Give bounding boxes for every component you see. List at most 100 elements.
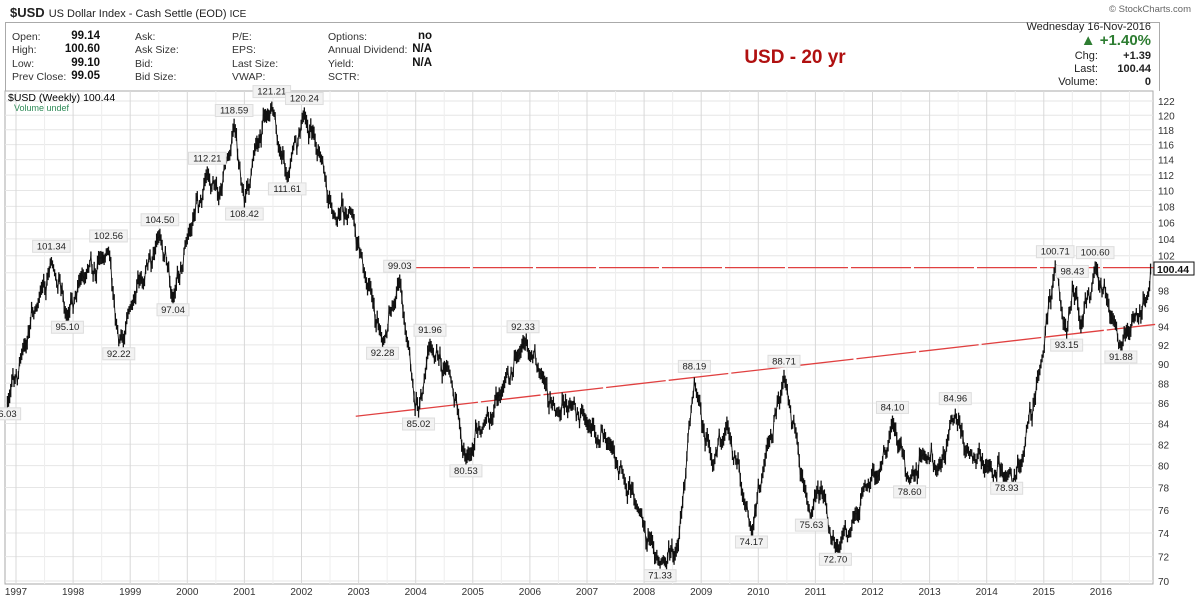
annotation-box (1035, 245, 1075, 259)
exchange: ICE (229, 9, 247, 20)
x-tick-label: 2012 (861, 587, 884, 598)
x-tick-label: 2004 (405, 587, 428, 598)
field-label: VWAP: (232, 70, 266, 83)
trendline-support (355, 323, 1156, 417)
chg-value: +1.39 (1123, 50, 1151, 62)
chg-label: Chg: (1074, 50, 1098, 62)
annotation-label: 121.21 (257, 87, 286, 98)
x-tick-label: 2015 (1033, 587, 1056, 598)
y-tick-label: 92 (1158, 341, 1170, 352)
annotation-box (734, 535, 768, 549)
field-value: N/A (412, 43, 432, 56)
field-label: P/E: (232, 31, 252, 43)
y-tick-label: 98 (1158, 286, 1170, 297)
last-row: Last: 100.44 (1074, 63, 1151, 75)
annotation-label: 80.53 (454, 466, 478, 477)
grid (4, 90, 1154, 585)
annotation-label: 101.34 (37, 241, 66, 252)
y-tick-label: 86 (1158, 399, 1170, 410)
field-value: N/A (412, 56, 432, 69)
y-tick-label: 96 (1158, 304, 1170, 315)
field-label: Ask: (135, 31, 156, 43)
annotation-label: 111.61 (273, 184, 301, 195)
annotation-box (225, 207, 264, 221)
field-value: 99.10 (71, 56, 100, 69)
symbol: $USD (10, 5, 45, 20)
x-tick-label: 2001 (233, 587, 256, 598)
annotation-box (893, 485, 927, 499)
annotation-label: 100.71 (1041, 247, 1070, 258)
y-tick-label: 120 (1158, 111, 1175, 122)
annotation-label: 84.96 (943, 394, 967, 405)
y-tick-label: 84 (1158, 419, 1170, 430)
annotation-label: 102.56 (94, 231, 123, 242)
annotation-label: 6.03 (0, 409, 17, 420)
field-label: Bid: (135, 57, 154, 70)
volume-legend: Volume undef (14, 103, 70, 113)
annotation-label: 84.10 (881, 402, 905, 413)
annotation-box (938, 392, 972, 406)
chart-title: $USD US Dollar Index - Cash Settle (EOD) … (10, 5, 246, 20)
field-label: Last Size: (232, 57, 279, 70)
annotation-box (187, 151, 227, 165)
annotation-label: 118.59 (220, 105, 248, 116)
annotation-box (252, 85, 292, 99)
last-label: Last: (1074, 63, 1098, 75)
y-tick-label: 102 (1158, 252, 1175, 263)
x-tick-label: 2005 (462, 587, 485, 598)
annotation-label: 91.96 (418, 325, 442, 336)
y-tick-label: 94 (1158, 322, 1170, 333)
annotation-label: 85.02 (407, 419, 431, 430)
annotation-label: 93.15 (1055, 340, 1079, 351)
annotations: 6.03 101.34 95.10 102.56 92.22 104.50 97.04 112… (0, 85, 1138, 583)
field-label: Options: (328, 31, 368, 43)
y-tick-label: 114 (1158, 156, 1174, 167)
annotation-box (1104, 350, 1138, 364)
annotation-box (1050, 338, 1084, 352)
axes: 70 72 74 76 78 80 82 84 86 88 90 92 94 96 98 102 104 106 1… (5, 97, 1195, 598)
volume-label: Volume: (1058, 76, 1098, 88)
last-value-label: 100.44 (1157, 264, 1189, 276)
annotation-label: 100.60 (1081, 248, 1110, 259)
annotation-box (1055, 264, 1089, 278)
y-tick-label: 72 (1158, 553, 1170, 564)
field-label: Annual Dividend: (328, 44, 408, 57)
annotation-box (794, 518, 828, 532)
copyright: © StockCharts.com (1109, 4, 1191, 15)
annotation-label: 99.03 (388, 261, 412, 272)
x-tick-label: 2008 (633, 587, 656, 598)
field-label: Bid Size: (135, 70, 177, 83)
x-tick-label: 1998 (62, 587, 85, 598)
annotation-label: 104.50 (145, 215, 174, 226)
annotation-label: 75.63 (800, 520, 824, 531)
annotation-box (156, 303, 190, 317)
annotation-label: 112.21 (193, 153, 221, 164)
price-line (6, 105, 1152, 567)
x-tick-label: 2010 (747, 587, 770, 598)
annotation-label: 74.17 (740, 537, 764, 548)
x-tick-label: 2007 (576, 587, 599, 598)
annotation-box (214, 103, 254, 117)
y-tick-label: 82 (1158, 440, 1170, 451)
change-percent: ▲ +1.40% (1080, 32, 1151, 49)
annotation-label: 72.70 (823, 554, 847, 565)
annotation-box (677, 359, 711, 373)
x-tick-label: 1997 (5, 587, 28, 598)
field-label: EPS: (232, 44, 256, 57)
plot-area (4, 90, 1154, 585)
series-legend: $USD (Weekly) 100.44 (8, 92, 115, 104)
annotation-label: 78.60 (898, 487, 922, 498)
y-tick-label: 108 (1158, 202, 1175, 213)
x-tick-label: 2014 (976, 587, 999, 598)
annotation-box (767, 354, 801, 368)
annotation-box (875, 400, 909, 414)
annotation-label: 88.71 (772, 356, 796, 367)
annotation-box (449, 464, 483, 478)
annotation-label: 91.88 (1109, 352, 1133, 363)
annotation-box (32, 239, 71, 253)
instrument-name: US Dollar Index - Cash Settle (EOD) (48, 8, 227, 20)
y-tick-label: 78 (1158, 483, 1170, 494)
annotation-label: 71.33 (648, 571, 672, 582)
field-label: Low: (12, 57, 35, 70)
